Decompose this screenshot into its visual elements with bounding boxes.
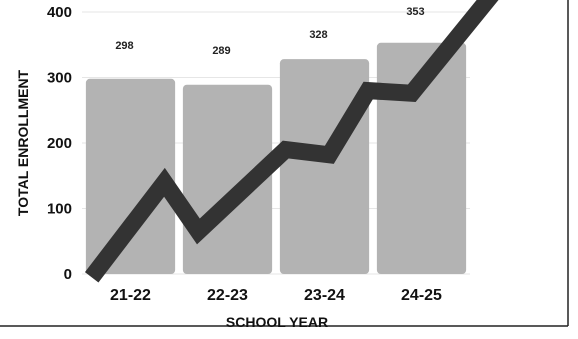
y-tick-label: 100 xyxy=(47,201,72,218)
x-tick-label: 21-22 xyxy=(110,287,151,304)
bar xyxy=(279,59,370,274)
data-label: 289 xyxy=(212,45,230,57)
y-tick-label: 400 xyxy=(47,4,72,21)
bar xyxy=(85,78,176,274)
data-label: 353 xyxy=(406,6,424,18)
x-axis-ticks: 21-22 22-23 23-24 24-25 xyxy=(110,287,442,304)
data-label: 328 xyxy=(309,29,327,41)
y-tick-label: 300 xyxy=(47,70,72,87)
y-tick-label: 200 xyxy=(47,135,72,152)
trend-line-path xyxy=(84,0,499,283)
y-axis-title: TOTAL ENROLLMENT xyxy=(15,69,31,216)
x-tick-label: 22-23 xyxy=(207,287,248,304)
y-tick-label: 0 xyxy=(64,266,72,283)
x-axis-title: SCHOOL YEAR xyxy=(226,314,328,330)
data-labels: 298 289 328 353 xyxy=(115,6,424,57)
y-axis-ticks: 0 100 200 300 400 xyxy=(47,4,72,283)
x-tick-label: 24-25 xyxy=(401,287,442,304)
data-label: 298 xyxy=(115,40,133,52)
trend-line xyxy=(84,0,499,283)
x-tick-label: 23-24 xyxy=(304,287,345,304)
